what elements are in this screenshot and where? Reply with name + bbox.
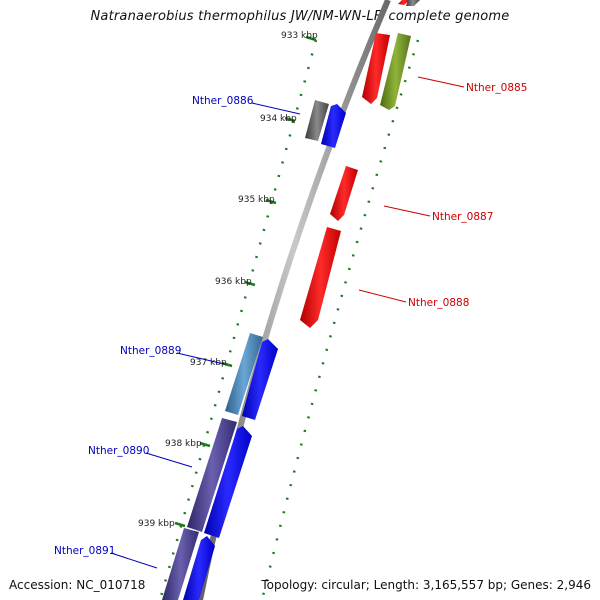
- gene-block-slate-0891[interactable]: [162, 528, 199, 600]
- gene-block-slate-0890[interactable]: [187, 418, 237, 532]
- leader-0889: [176, 352, 225, 365]
- gene-partial-top-red[interactable]: [398, 0, 410, 5]
- tick-mark: [199, 441, 211, 448]
- gene-block-red-0885[interactable]: [362, 33, 390, 104]
- tick-label: 938 kbp: [165, 439, 202, 449]
- gene-label-nther-0885[interactable]: Nther_0885: [466, 82, 527, 94]
- minus-strand-genes: [162, 100, 346, 600]
- gene-label-nther-0889[interactable]: Nther_0889: [120, 345, 181, 357]
- gene-labels: Nther_0885 Nther_0887 Nther_0888 Nther_0…: [54, 82, 527, 557]
- label-leaders: [110, 76, 465, 569]
- gene-block-red-0888[interactable]: [300, 227, 341, 328]
- gene-label-nther-0886[interactable]: Nther_0886: [192, 95, 254, 107]
- gene-block-red-0887[interactable]: [330, 166, 358, 221]
- gene-partial-top-gray[interactable]: [406, 0, 420, 6]
- tick-mark: [305, 35, 317, 42]
- tick-label: 936 kbp: [215, 277, 252, 287]
- leader-0886: [251, 102, 301, 115]
- leader-0885: [417, 76, 465, 88]
- tick-mark: [174, 521, 186, 528]
- gene-label-nther-0887[interactable]: Nther_0887: [432, 211, 493, 223]
- gene-block-steelblue-0889[interactable]: [225, 333, 263, 415]
- tick-label: 934 kbp: [260, 114, 297, 124]
- inner-tick-ring: [158, 39, 318, 600]
- tick-label: 935 kbp: [238, 195, 275, 205]
- topology-text: Topology: circular; Length: 3,165,557 bp…: [261, 578, 591, 592]
- accession-text: Accession: NC_010718: [9, 578, 146, 592]
- gene-block-olive-0885[interactable]: [380, 33, 411, 110]
- genome-title: Natranaerobius thermophilus JW/NM-WN-LF,…: [90, 9, 510, 24]
- gene-block-blue-0889[interactable]: [242, 339, 278, 420]
- gene-label-nther-0890[interactable]: Nther_0890: [88, 445, 149, 457]
- gene-block-blue-0891[interactable]: [183, 536, 215, 600]
- tick-label: 939 kbp: [138, 519, 175, 529]
- leader-0891: [110, 552, 158, 569]
- genome-backbone: [197, 0, 391, 600]
- tick-mark: [265, 198, 277, 205]
- tick-mark: [284, 116, 296, 123]
- plus-strand-genes: [300, 0, 420, 328]
- tick-label: 933 kbp: [281, 31, 318, 41]
- gene-label-nther-0888[interactable]: Nther_0888: [408, 297, 469, 309]
- kbp-scale: 933 kbp 934 kbp 935 kbp 936 kbp 937 kbp …: [138, 31, 318, 529]
- leader-0890: [145, 452, 193, 468]
- tick-label: 937 kbp: [190, 358, 227, 368]
- gene-block-blue-0886[interactable]: [321, 104, 346, 148]
- gene-block-gray-0886[interactable]: [305, 100, 329, 141]
- gene-label-nther-0891[interactable]: Nther_0891: [54, 545, 115, 557]
- leader-0888: [358, 289, 407, 303]
- gene-block-blue-0890[interactable]: [204, 426, 252, 538]
- tick-mark: [244, 280, 256, 287]
- leader-0887: [383, 205, 431, 217]
